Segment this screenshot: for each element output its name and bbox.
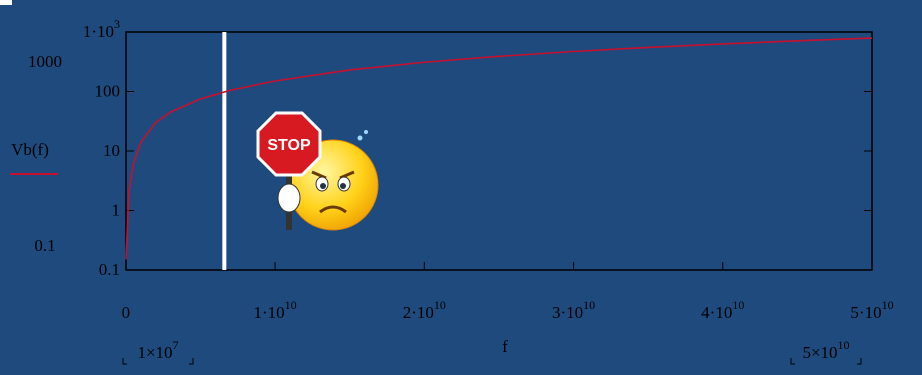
x-axis-label: f bbox=[502, 337, 508, 356]
x-tick-label: 0 bbox=[122, 303, 131, 322]
y-tick-label: 100 bbox=[95, 82, 121, 101]
x-tick-label-exp: 10 bbox=[434, 298, 446, 312]
mathcad-plot: STOP Vb(f) f 1000 0.1 0.11101001·10301·1… bbox=[0, 0, 922, 375]
legend-label: Vb(f) bbox=[11, 140, 49, 159]
pupil bbox=[340, 183, 346, 189]
ylim-label: 0.1 bbox=[34, 236, 55, 255]
drop bbox=[364, 130, 368, 134]
x-tick-label-exp: 10 bbox=[882, 298, 894, 312]
x-tick-label-exp: 10 bbox=[732, 298, 744, 312]
xlim-label-exp: 7 bbox=[173, 338, 179, 352]
x-tick-label-base: 2·10 bbox=[403, 303, 434, 322]
y-tick-label: 0.1 bbox=[99, 260, 120, 279]
hand bbox=[278, 184, 300, 212]
x-tick-label-exp: 10 bbox=[285, 298, 297, 312]
xlim-label-base: 5×10 bbox=[802, 343, 837, 362]
corner-marker bbox=[0, 0, 12, 5]
x-tick-label-base: 3·10 bbox=[552, 303, 583, 322]
pupil bbox=[320, 183, 326, 189]
x-tick-label-base: 5·10 bbox=[850, 303, 881, 322]
ylim-label: 1000 bbox=[28, 52, 62, 71]
drop bbox=[358, 136, 363, 141]
y-tick-label-base: 1·10 bbox=[83, 22, 114, 41]
y-tick-label-exp: 3 bbox=[114, 17, 120, 31]
xlim-label-base: 1×10 bbox=[137, 343, 172, 362]
stop-text: STOP bbox=[267, 137, 311, 154]
background bbox=[0, 0, 922, 375]
x-tick-label-exp: 10 bbox=[583, 298, 595, 312]
x-tick-label-base: 4·10 bbox=[701, 303, 732, 322]
x-tick-label-base: 1·10 bbox=[253, 303, 284, 322]
xlim-label-exp: 10 bbox=[838, 338, 850, 352]
y-tick-label: 10 bbox=[103, 141, 120, 160]
y-tick-label: 1 bbox=[112, 201, 121, 220]
